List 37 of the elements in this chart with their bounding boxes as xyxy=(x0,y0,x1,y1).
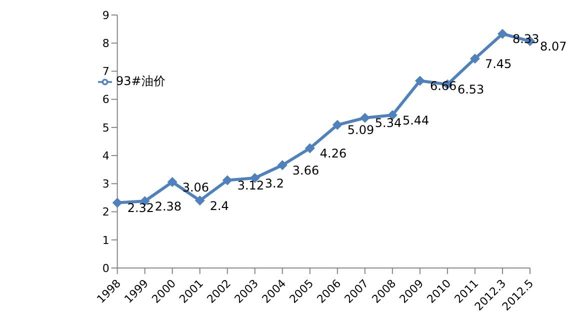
point xyxy=(332,120,342,130)
data-label: 8.33 xyxy=(512,32,540,46)
y-tick-label: 8 xyxy=(102,37,110,50)
point xyxy=(222,175,232,186)
y-tick-label: 9 xyxy=(102,8,110,22)
data-label: 5.34 xyxy=(374,116,402,130)
data-label: 6.53 xyxy=(457,82,484,97)
y-tick-label: 2 xyxy=(102,206,110,219)
point xyxy=(277,160,288,170)
y-tick-label: 4 xyxy=(102,149,110,162)
data-label: 2.32 xyxy=(127,201,154,216)
legend-label: 93#油价 xyxy=(116,74,166,88)
point xyxy=(112,198,122,208)
y-tick-label: 0 xyxy=(102,262,110,275)
point xyxy=(360,112,370,123)
data-label: 5.09 xyxy=(347,123,374,138)
point xyxy=(304,143,315,154)
data-label: 3.66 xyxy=(292,163,320,178)
data-label: 3.12 xyxy=(237,178,264,193)
data-label: 8.07 xyxy=(540,39,567,54)
point xyxy=(414,76,425,86)
point xyxy=(194,196,205,206)
data-label: 3.06 xyxy=(182,180,210,194)
y-tick-label: 6 xyxy=(102,93,110,106)
data-label: 2.38 xyxy=(154,199,182,214)
data-label: 7.45 xyxy=(484,56,512,71)
data-label: 3.2 xyxy=(264,176,284,190)
point xyxy=(167,176,178,187)
data-label: 4.26 xyxy=(320,146,347,161)
y-tick-label: 1 xyxy=(102,234,110,247)
y-tick-label: 3 xyxy=(102,178,110,191)
data-label: 5.44 xyxy=(402,113,430,128)
y-tick-label: 5 xyxy=(102,121,110,134)
y-tick-label: 7 xyxy=(102,65,110,78)
point xyxy=(470,54,480,64)
data-label: 2.4 xyxy=(210,198,229,213)
point xyxy=(497,28,508,39)
